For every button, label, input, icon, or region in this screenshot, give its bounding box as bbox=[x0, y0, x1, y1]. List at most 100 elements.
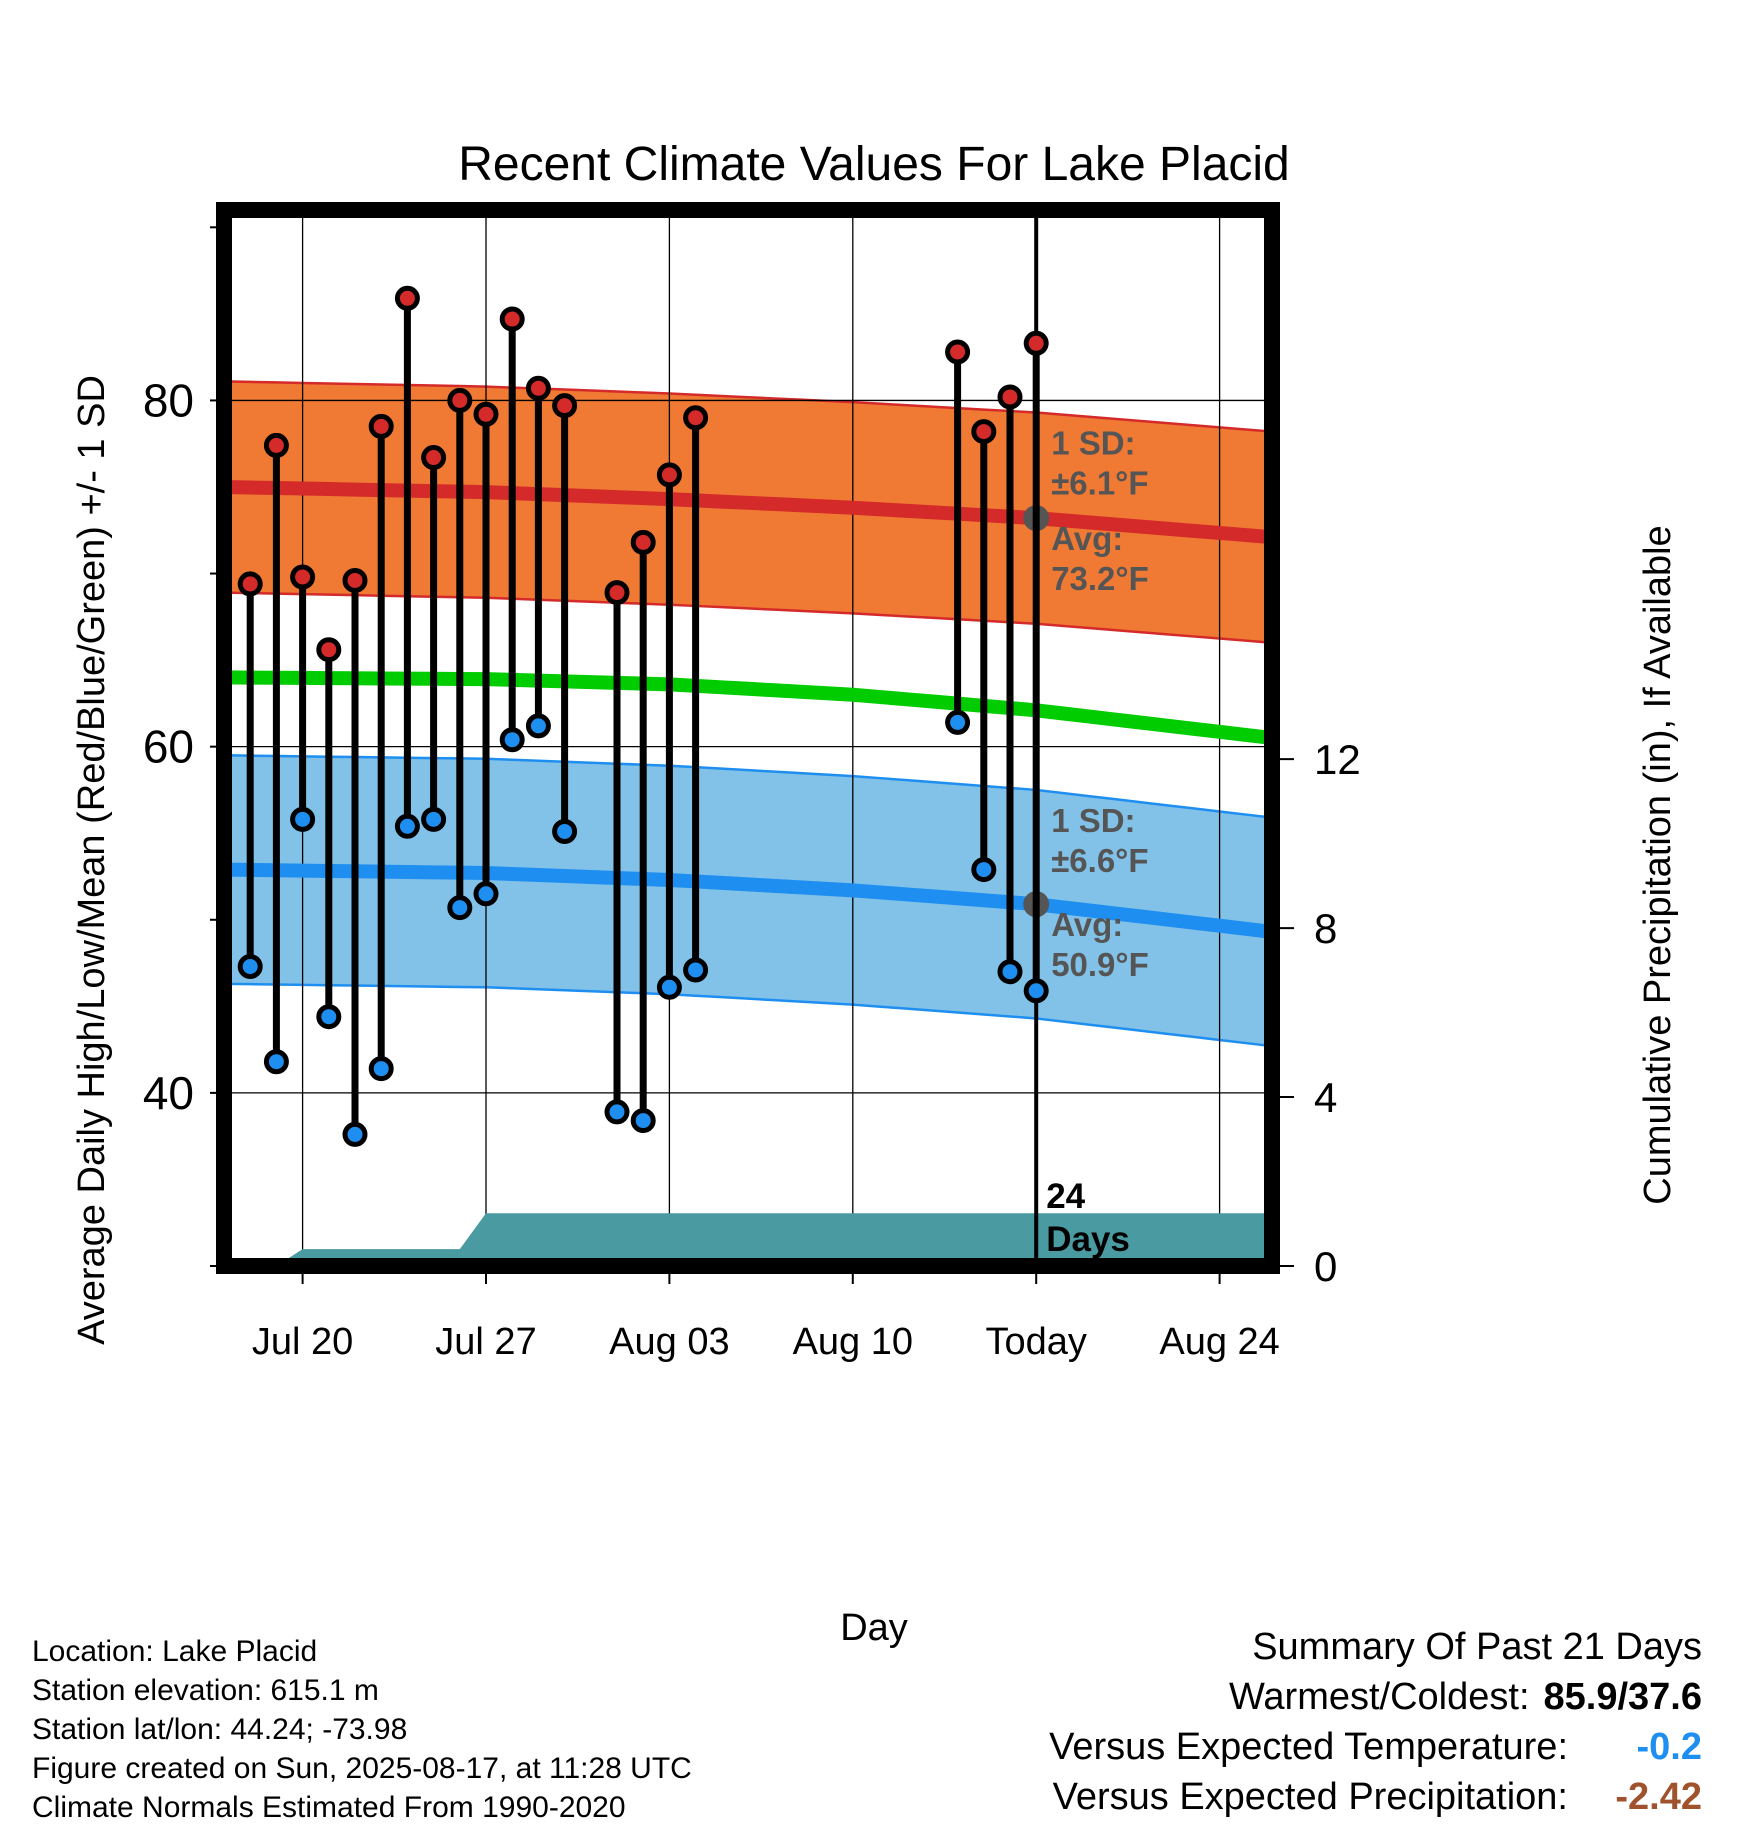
y2-tick-label: 8 bbox=[1314, 905, 1337, 952]
y-axis-label: Average Daily High/Low/Mean (Red/Blue/Gr… bbox=[71, 375, 113, 1345]
temp-value: -0.2 bbox=[1636, 1726, 1702, 1768]
normal-high-line bbox=[224, 479, 1272, 545]
normal-low-avg-label-line: 50.9°F bbox=[1051, 946, 1149, 983]
x-tick-label: Jul 27 bbox=[435, 1321, 536, 1363]
daily-low-point bbox=[316, 1004, 342, 1030]
summary-panel: Summary Of Past 21 Days Warmest/Coldest:… bbox=[1049, 1622, 1702, 1822]
warm-cold-row: Warmest/Coldest: 85.9/37.6 bbox=[1049, 1672, 1702, 1722]
x-tick-label: Today bbox=[985, 1321, 1086, 1363]
plot-frame bbox=[216, 202, 1280, 1274]
daily-high-point bbox=[316, 637, 342, 663]
daily-low-point bbox=[368, 1056, 394, 1082]
daily-high-point bbox=[683, 405, 709, 431]
daily-low-point bbox=[473, 881, 499, 907]
daily-high-point bbox=[473, 401, 499, 427]
x-tick-label: Aug 10 bbox=[793, 1321, 913, 1363]
daily-low-point bbox=[971, 857, 997, 883]
y-tick-label: 40 bbox=[143, 1067, 194, 1119]
daily-low-point bbox=[656, 974, 682, 1000]
normal-high-sd-label-line: ±6.1°F bbox=[1051, 465, 1148, 502]
normal-low-band-upper bbox=[224, 754, 1272, 819]
daily-high-point bbox=[290, 564, 316, 590]
normal-high-sd-label-line: 1 SD: bbox=[1051, 425, 1135, 462]
normal-low-band-lower bbox=[224, 982, 1272, 1048]
daily-low-point bbox=[1023, 978, 1049, 1004]
normal-high-avg-label-line: Avg: bbox=[1051, 520, 1123, 557]
precip-row: Versus Expected Precipitation: -2.42 bbox=[1049, 1772, 1702, 1822]
location-text: Location: Lake Placid bbox=[32, 1635, 318, 1668]
days-label-line: 24 bbox=[1046, 1177, 1085, 1216]
precip-label: Versus Expected Precipitation: bbox=[1052, 1776, 1568, 1818]
daily-high-point bbox=[971, 419, 997, 445]
y2-tick-label: 0 bbox=[1314, 1243, 1337, 1290]
daily-low-point bbox=[499, 727, 525, 753]
daily-high-point bbox=[447, 387, 473, 413]
normal-high-band-upper bbox=[224, 380, 1272, 433]
x-axis-label: Day bbox=[840, 1607, 908, 1649]
daily-low-point bbox=[421, 806, 447, 832]
daily-high-point bbox=[499, 306, 525, 332]
daily-low-point bbox=[630, 1108, 656, 1134]
normal-mean-line bbox=[224, 670, 1272, 745]
normal-low-sd-label-line: 1 SD: bbox=[1051, 802, 1135, 839]
y-tick-label: 60 bbox=[143, 721, 194, 773]
days-label: 24 Days bbox=[1046, 1177, 1130, 1259]
daily-high-point bbox=[525, 375, 551, 401]
daily-low-point bbox=[394, 813, 420, 839]
y-tick-label: 80 bbox=[143, 374, 194, 426]
y2-tick-label: 4 bbox=[1314, 1074, 1337, 1121]
x-tick-label: Jul 20 bbox=[252, 1321, 353, 1363]
daily-low-point bbox=[263, 1049, 289, 1075]
daily-high-point bbox=[552, 393, 578, 419]
daily-low-point bbox=[290, 806, 316, 832]
daily-low-point bbox=[552, 818, 578, 844]
x-tick-label: Aug 03 bbox=[609, 1321, 729, 1363]
warm-cold-label: Warmest/Coldest: bbox=[1228, 1676, 1530, 1718]
precip-area bbox=[250, 1213, 1272, 1266]
daily-high-point bbox=[342, 567, 368, 593]
precip-value: -2.42 bbox=[1615, 1776, 1702, 1818]
temp-row: Versus Expected Temperature: -0.2 bbox=[1049, 1722, 1702, 1772]
latlon-text: Station lat/lon: 44.24; -73.98 bbox=[32, 1713, 408, 1746]
normal-low-avg-label-line: Avg: bbox=[1051, 906, 1123, 943]
daily-high-point bbox=[237, 571, 263, 597]
normal-low-avg-label: Avg: 50.9°F bbox=[1051, 906, 1149, 983]
normal-high-sd-label: 1 SD: ±6.1°F bbox=[1051, 425, 1148, 502]
x-tick-label: Aug 24 bbox=[1159, 1321, 1279, 1363]
normal-low-sd-label: 1 SD: ±6.6°F bbox=[1051, 802, 1148, 879]
normal-high-avg-label-line: 73.2°F bbox=[1051, 560, 1149, 597]
created-text: Figure created on Sun, 2025-08-17, at 11… bbox=[32, 1752, 692, 1785]
normal-low-sd-label-line: ±6.6°F bbox=[1051, 842, 1148, 879]
warm-cold-value: 85.9/37.6 bbox=[1543, 1676, 1702, 1718]
daily-low-point bbox=[945, 709, 971, 735]
summary-title: Summary Of Past 21 Days bbox=[1252, 1626, 1702, 1668]
daily-low-point bbox=[342, 1121, 368, 1147]
temp-label: Versus Expected Temperature: bbox=[1049, 1726, 1568, 1768]
daily-high-point bbox=[368, 413, 394, 439]
normal-low-line bbox=[224, 862, 1272, 939]
chart-title: Recent Climate Values For Lake Placid bbox=[458, 138, 1290, 191]
station-info: Location: Lake Placid Station elevation:… bbox=[32, 1632, 692, 1827]
daily-high-point bbox=[630, 529, 656, 555]
daily-high-point bbox=[263, 432, 289, 458]
daily-high-point bbox=[945, 339, 971, 365]
y2-axis-label: Cumulative Precipitation (in), If Availa… bbox=[1637, 525, 1679, 1204]
daily-low-point bbox=[997, 959, 1023, 985]
daily-low-point bbox=[525, 713, 551, 739]
daily-high-point bbox=[394, 285, 420, 311]
daily-low-point bbox=[604, 1099, 630, 1125]
daily-low-point bbox=[237, 954, 263, 980]
y2-tick-label: 12 bbox=[1314, 736, 1361, 783]
daily-low-point bbox=[683, 957, 709, 983]
daily-high-point bbox=[656, 462, 682, 488]
daily-high-point bbox=[1023, 330, 1049, 356]
daily-high-point bbox=[421, 445, 447, 471]
elevation-text: Station elevation: 615.1 m bbox=[32, 1674, 379, 1707]
daily-low-point bbox=[447, 895, 473, 921]
normals-text: Climate Normals Estimated From 1990-2020 bbox=[32, 1791, 626, 1824]
daily-high-point bbox=[997, 384, 1023, 410]
days-label-line: Days bbox=[1046, 1220, 1130, 1259]
